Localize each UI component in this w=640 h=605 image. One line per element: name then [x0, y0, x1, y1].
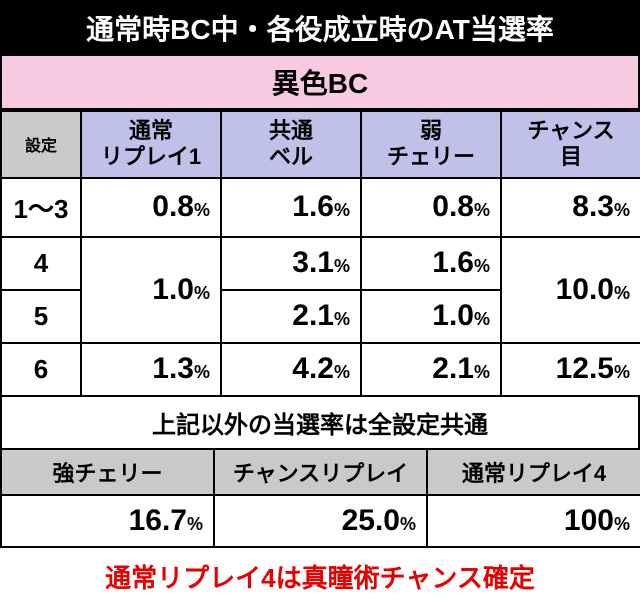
subtitle-bar: 異色BC: [0, 56, 640, 110]
header2-col1: 強チェリー: [1, 449, 214, 495]
header2-col3: 通常リプレイ4: [427, 449, 640, 495]
header-col2: 共通 ベル: [221, 111, 361, 178]
cell: 1.6%: [361, 237, 501, 290]
cell: 8.3%: [501, 178, 640, 237]
cell: 1.0%: [361, 290, 501, 343]
cell: 4.2%: [221, 343, 361, 396]
footer-note: 通常リプレイ4は真瞳術チャンス確定: [0, 548, 640, 605]
note-text: 上記以外の当選率は全設定共通: [0, 397, 640, 448]
header-row-2: 強チェリー チャンスリプレイ 通常リプレイ4: [1, 449, 640, 495]
table-row: 1〜3 0.8% 1.6% 0.8% 8.3%: [1, 178, 640, 237]
header-col3: 弱 チェリー: [361, 111, 501, 178]
cell: 10.0%: [501, 237, 640, 343]
cell: 1.6%: [221, 178, 361, 237]
cell: 1.3%: [81, 343, 221, 396]
cell: 100%: [427, 495, 640, 547]
main-table: 設定 通常 リプレイ1 共通 ベル 弱 チェリー チャンス 目 1〜3 0.8%…: [0, 110, 640, 397]
row-label-4: 4: [1, 237, 81, 290]
table-row: 6 1.3% 4.2% 2.1% 12.5%: [1, 343, 640, 396]
cell: 2.1%: [361, 343, 501, 396]
cell: 0.8%: [361, 178, 501, 237]
cell: 25.0%: [214, 495, 427, 547]
header-col1: 通常 リプレイ1: [81, 111, 221, 178]
cell: 3.1%: [221, 237, 361, 290]
cell: 16.7%: [1, 495, 214, 547]
table-row: 4 1.0% 3.1% 1.6% 10.0%: [1, 237, 640, 290]
container: 通常時BC中・各役成立時のAT当選率 異色BC 設定 通常 リプレイ1 共通 ベ…: [0, 0, 640, 605]
row-label-6: 6: [1, 343, 81, 396]
header2-col2: チャンスリプレイ: [214, 449, 427, 495]
cell: 1.0%: [81, 237, 221, 343]
header-row: 設定 通常 リプレイ1 共通 ベル 弱 チェリー チャンス 目: [1, 111, 640, 178]
row-label-5: 5: [1, 290, 81, 343]
cell: 2.1%: [221, 290, 361, 343]
title-bar: 通常時BC中・各役成立時のAT当選率: [0, 0, 640, 56]
table-row: 16.7% 25.0% 100%: [1, 495, 640, 547]
secondary-table: 強チェリー チャンスリプレイ 通常リプレイ4 16.7% 25.0% 100%: [0, 448, 640, 548]
header-setting: 設定: [1, 111, 81, 178]
cell: 0.8%: [81, 178, 221, 237]
cell: 12.5%: [501, 343, 640, 396]
header-col4: チャンス 目: [501, 111, 640, 178]
row-label-1-3: 1〜3: [1, 178, 81, 237]
